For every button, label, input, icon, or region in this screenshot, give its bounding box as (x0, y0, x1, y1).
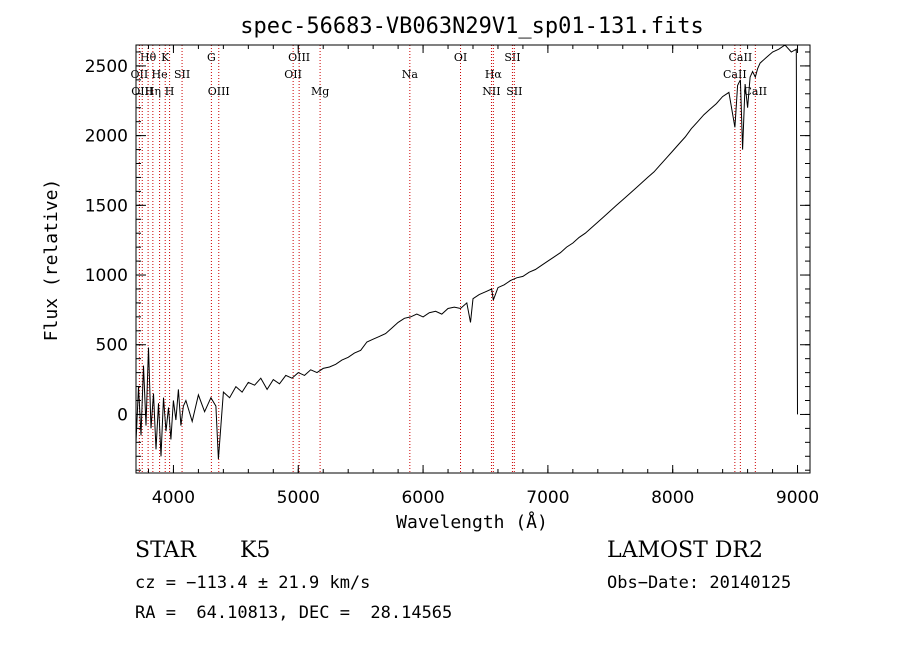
y-tick-label: 500 (96, 336, 128, 356)
spectral-line-label: CaII (729, 51, 753, 64)
spectral-line-label: OIII (288, 51, 310, 64)
x-axis-label: Wavelength (Å) (396, 511, 548, 533)
spectral-line-label: SII (506, 85, 522, 98)
y-tick-label: 2000 (85, 127, 128, 147)
x-tick-label: 4000 (152, 488, 195, 508)
x-axis: 4000 5000 6000 7000 8000 9000 (147, 45, 819, 508)
y-axis: 0 500 1000 1500 2000 2500 (85, 51, 810, 471)
spectral-line-label: He (152, 68, 168, 81)
spectral-line-markers: HθOIIOIIIHeKHηSIIHGOIIIOIIIOIIMgNaOIHαNI… (131, 45, 767, 473)
chart-title: spec-56683-VB063N29V1_sp01-131.fits (240, 14, 704, 39)
spectral-line-label: Hα (485, 68, 503, 81)
spectral-line-label: SII (174, 68, 190, 81)
spectrum-line-group (135, 44, 798, 460)
x-tick-label: 8000 (651, 488, 694, 508)
spectral-line-label: SII (504, 51, 520, 64)
spectral-line-label: K (161, 51, 170, 64)
spectrum-line (135, 44, 798, 460)
x-tick-label: 5000 (277, 488, 320, 508)
survey-label: LAMOST DR2 (607, 538, 763, 563)
spectral-line-label: CaII (743, 85, 767, 98)
y-axis-label: Flux (relative) (41, 179, 62, 342)
spectral-line-label: Na (402, 68, 419, 81)
x-tick-label: 7000 (526, 488, 569, 508)
obs-date-text: Obs−Date: 20140125 (607, 573, 792, 593)
spectral-line-label: NII (482, 85, 500, 98)
x-tick-label: 6000 (401, 488, 444, 508)
coordinates-text: RA = 64.10813, DEC = 28.14565 (135, 603, 453, 623)
y-tick-label: 2500 (85, 57, 128, 77)
spectral-line-label: H (165, 85, 175, 98)
spectral-line-label: OII (131, 68, 149, 81)
object-subclass: K5 (240, 538, 271, 563)
redshift-text: cz = −113.4 ± 21.9 km/s (135, 573, 371, 593)
spectral-line-label: OII (284, 68, 302, 81)
y-tick-label: 0 (117, 405, 128, 425)
y-tick-label: 1500 (85, 196, 128, 216)
x-tick-label: 9000 (776, 488, 819, 508)
spectral-line-label: OIII (131, 85, 153, 98)
spectral-line-label: OI (454, 51, 467, 64)
spectral-line-label: Hη (145, 85, 161, 98)
spectral-line-label: G (207, 51, 216, 64)
spectral-line-label: OIII (208, 85, 230, 98)
object-class: STAR (135, 538, 196, 563)
spectral-line-label: CaII (723, 68, 747, 81)
spectral-line-label: Mg (311, 85, 329, 98)
y-tick-label: 1000 (85, 266, 128, 286)
plot-frame (135, 44, 811, 474)
